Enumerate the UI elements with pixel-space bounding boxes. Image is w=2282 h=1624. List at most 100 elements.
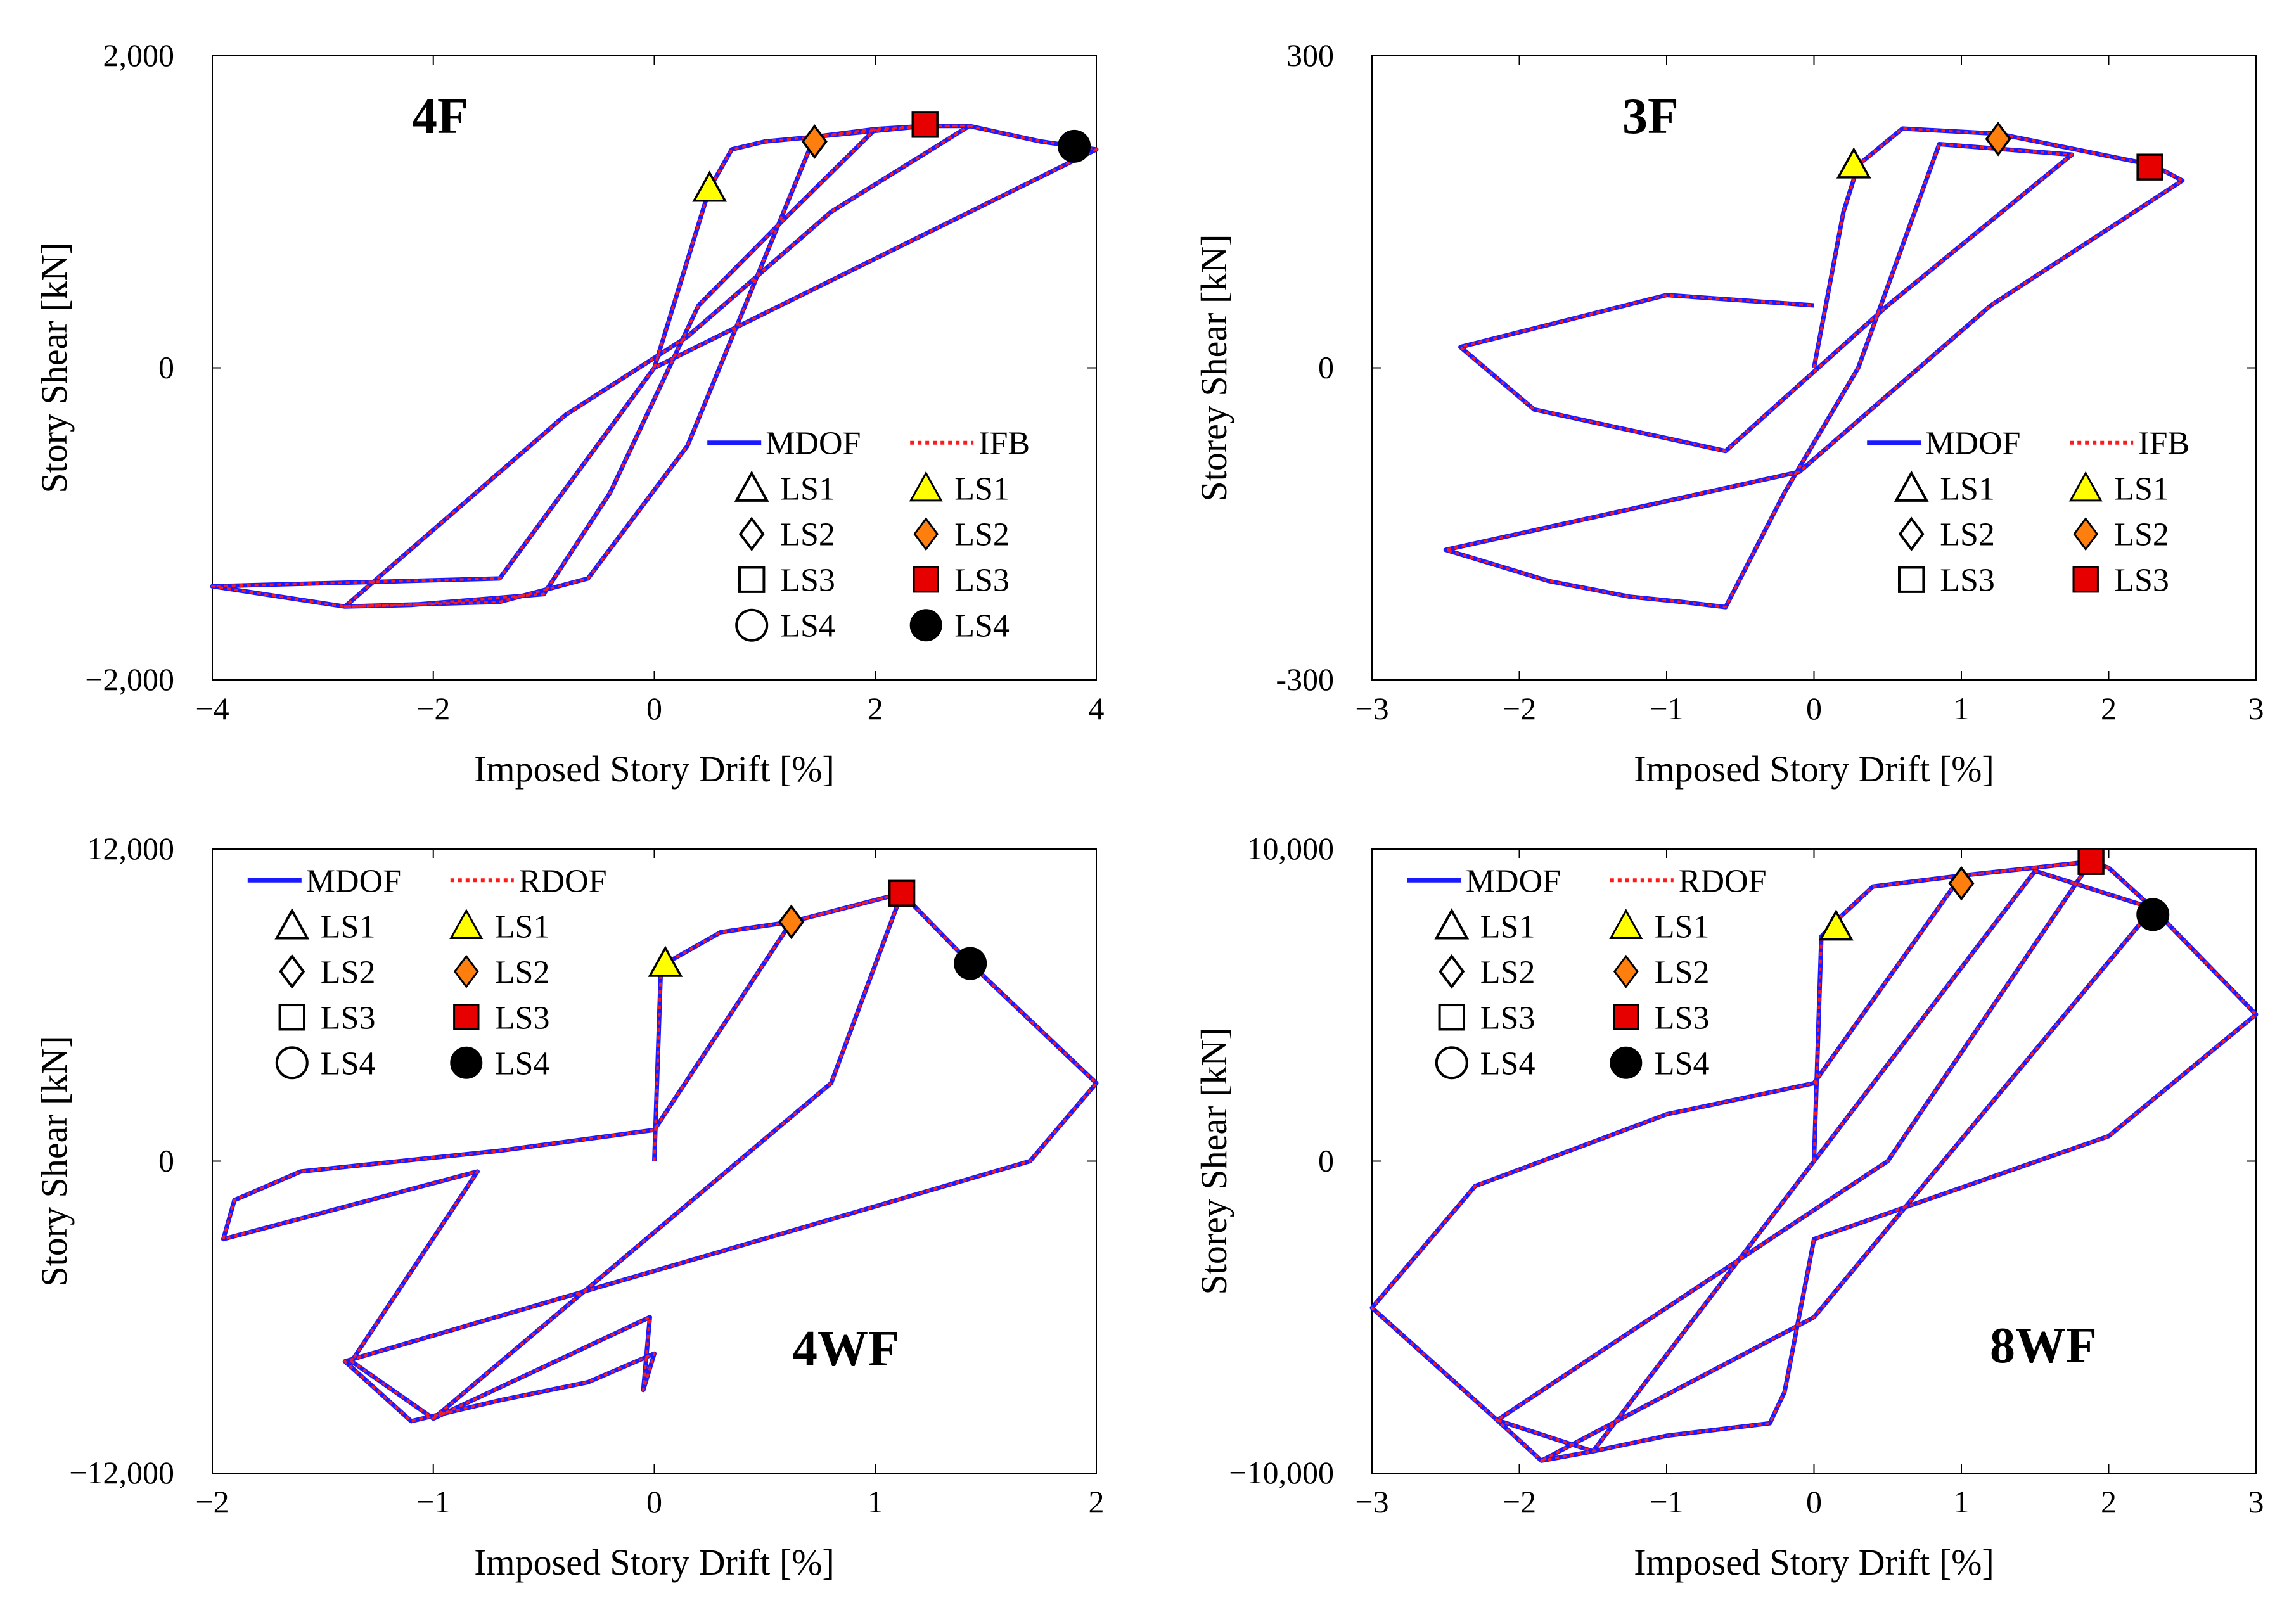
x-tick-label: −3 xyxy=(1355,1484,1388,1519)
legend-label-ls2-filled: LS2 xyxy=(495,954,550,990)
x-tick-label: 2 xyxy=(868,691,883,726)
series-line-rdof xyxy=(222,892,1098,1423)
x-tick-label: 3 xyxy=(2248,691,2264,726)
y-axis-label: Storey Shear [kN] xyxy=(1193,234,1234,501)
legend-marker-ls3-outline xyxy=(738,566,766,593)
legend-label-ls3-outline: LS3 xyxy=(1940,563,1995,599)
legend-marker-ls4-outline xyxy=(275,1046,309,1080)
legend-marker-ls2-filled xyxy=(453,954,479,988)
marker-ls4-filled xyxy=(1058,130,1091,163)
marker-ls2-filled xyxy=(802,124,828,158)
legend-marker-ls1-outline xyxy=(1434,908,1470,940)
legend-marker-ls2-filled xyxy=(913,517,939,551)
y-tick-label: 300 xyxy=(1286,37,1334,73)
legend-label-ls1-filled: LS1 xyxy=(2114,471,2169,508)
y-tick-label: 0 xyxy=(1318,1143,1334,1179)
chart-panel-8wf: −3 −2 −1 0 1 2 3 −10,000 0 10,000 Imposed Story Dr… xyxy=(1193,831,2264,1583)
legend-label-ls4-outline: LS4 xyxy=(780,608,835,644)
chart-panel-4wf: −2 −1 0 1 2 −12,000 0 12,000 Imposed Story Drift… xyxy=(34,831,1105,1583)
legend-label-series1: MDOF xyxy=(766,426,861,462)
x-tick-label: −1 xyxy=(1650,691,1683,726)
legend-marker-ls1-outline xyxy=(734,470,769,502)
legend-marker-ls2-filled xyxy=(2073,517,2099,551)
x-tick-label: 0 xyxy=(1806,1484,1822,1519)
x-tick-label: 0 xyxy=(646,691,662,726)
y-tick-label: −10,000 xyxy=(1229,1455,1334,1490)
legend-label-ls3-outline: LS3 xyxy=(1480,1000,1535,1036)
legend-label-ls3-filled: LS3 xyxy=(495,1000,550,1036)
x-axis-label: Imposed Story Drift [%] xyxy=(1634,1542,1994,1583)
legend-label-ls1-outline: LS1 xyxy=(1940,471,1995,508)
marker-ls4-filled xyxy=(2136,898,2169,931)
panel-label: 4WF xyxy=(792,1321,899,1377)
legend-marker-ls1-filled xyxy=(909,471,943,502)
y-tick-label: 10,000 xyxy=(1247,831,1335,866)
marker-ls3-filled xyxy=(888,880,915,907)
legend-label-ls2-outline: LS2 xyxy=(321,954,376,990)
legend-label-ls2-filled: LS2 xyxy=(1655,954,1710,990)
legend-marker-ls3-filled xyxy=(2072,566,2099,593)
x-tick-label: −4 xyxy=(195,691,229,726)
legend-label-ls2-filled: LS2 xyxy=(954,517,1010,553)
legend-label-series1: MDOF xyxy=(1466,863,1561,899)
legend-label-ls2-outline: LS2 xyxy=(1480,954,1535,990)
x-tick-label: 3 xyxy=(2248,1484,2264,1519)
y-tick-label: -300 xyxy=(1276,662,1334,697)
x-tick-label: −2 xyxy=(195,1484,229,1519)
y-tick-label: 0 xyxy=(158,350,174,385)
legend-label-ls1-outline: LS1 xyxy=(780,471,835,508)
x-tick-label: 2 xyxy=(2101,691,2117,726)
legend-marker-ls3-filled xyxy=(1613,1004,1639,1030)
series-line-ifb xyxy=(211,124,1098,608)
chart-panel-4f: −4 −2 0 2 4 −2,000 0 2,000 Imposed Story Drift [… xyxy=(34,37,1105,790)
legend-marker-ls2-outline xyxy=(1898,516,1925,552)
x-tick-label: 4 xyxy=(1089,691,1105,726)
x-tick-label: 0 xyxy=(1806,691,1822,726)
legend-marker-ls1-filled xyxy=(1609,909,1643,939)
y-tick-label: 12,000 xyxy=(87,831,175,866)
legend-marker-ls4-outline xyxy=(1435,1046,1468,1080)
legend: MDOF RDOF LS1 LS1 LS2 LS2 LS3 LS3 LS4 LS4 xyxy=(1407,863,1767,1082)
marker-ls4-filled xyxy=(954,947,987,980)
legend: MDOF RDOF LS1 LS1 LS2 LS2 LS3 LS3 LS4 LS4 xyxy=(247,863,607,1082)
y-axis-label: Story Shear [kN] xyxy=(34,1035,75,1286)
marker-ls1-filled xyxy=(648,946,683,977)
legend-label-ls4-outline: LS4 xyxy=(321,1045,376,1082)
legend-label-ls1-outline: LS1 xyxy=(321,909,376,945)
x-tick-label: −2 xyxy=(416,691,450,726)
x-axis-label: Imposed Story Drift [%] xyxy=(1634,748,1994,790)
panel-label: 4F xyxy=(412,89,468,144)
legend-marker-ls4-filled xyxy=(450,1046,483,1079)
legend-marker-ls1-filled xyxy=(449,909,484,939)
legend-label-ls2-outline: LS2 xyxy=(780,517,835,553)
legend-marker-ls4-filled xyxy=(909,609,942,642)
legend-marker-ls4-outline xyxy=(735,608,769,642)
y-tick-label: −2,000 xyxy=(85,662,174,697)
y-tick-label: 2,000 xyxy=(103,37,175,73)
chart-panel-3f: −3 −2 −1 0 1 2 3 -300 0 300 Imposed Story Drift [%… xyxy=(1193,37,2264,790)
legend-label-ls1-filled: LS1 xyxy=(1655,909,1710,945)
legend-label-series1: MDOF xyxy=(306,863,401,899)
x-tick-label: 1 xyxy=(1954,691,1970,726)
legend-marker-ls3-filled xyxy=(913,566,939,593)
marker-ls1-filled xyxy=(693,171,727,202)
legend: MDOF IFB LS1 LS1 LS2 LS2 LS3 LS3 LS4 LS4 xyxy=(707,426,1030,644)
x-tick-label: 0 xyxy=(646,1484,662,1519)
legend-label-series2: RDOF xyxy=(1679,863,1767,899)
series-line-ifb xyxy=(1444,127,2184,609)
x-tick-label: 1 xyxy=(1954,1484,1970,1519)
legend-label-series1: MDOF xyxy=(1925,426,2020,462)
x-tick-label: −2 xyxy=(1503,691,1536,726)
legend-label-ls3-filled: LS3 xyxy=(954,563,1010,599)
x-tick-label: −1 xyxy=(1650,1484,1683,1519)
x-tick-label: −3 xyxy=(1355,691,1388,726)
x-tick-label: 2 xyxy=(2101,1484,2117,1519)
x-tick-label: 1 xyxy=(868,1484,883,1519)
marker-ls1-filled xyxy=(1819,910,1853,940)
x-tick-label: −1 xyxy=(416,1484,450,1519)
legend-marker-ls2-filled xyxy=(1613,954,1639,988)
legend-label-ls4-filled: LS4 xyxy=(1655,1045,1710,1082)
legend-marker-ls2-outline xyxy=(1439,954,1465,989)
marker-ls3-filled xyxy=(912,111,939,138)
